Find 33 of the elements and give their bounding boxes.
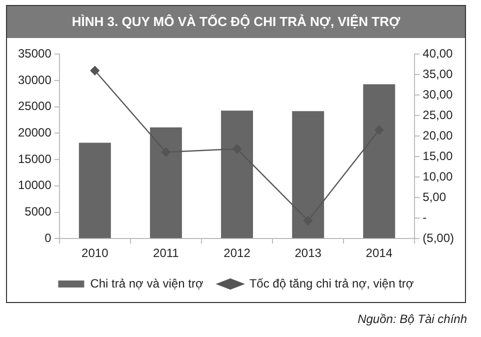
y-tick-label: 30000 <box>18 72 52 87</box>
y2-tick-label: 40,00 <box>422 46 454 61</box>
y-tick-label: 5000 <box>24 204 52 219</box>
bar <box>78 142 111 238</box>
x-tick-label: 2010 <box>82 246 109 260</box>
bar <box>150 127 182 238</box>
chart-title: HÌNH 3. QUY MÔ VÀ TỐC ĐỘ CHI TRẢ NỢ, VIỆN TRỢ <box>7 6 465 38</box>
text: Nguồn: Bộ Tài chính <box>358 312 467 326</box>
x-tick-label: 2013 <box>294 246 322 260</box>
bar <box>221 110 253 238</box>
x-tick-label: 2014 <box>366 246 393 260</box>
x-tick-label: 2011 <box>153 246 180 260</box>
y2-tick-label: 10,00 <box>422 169 454 184</box>
y2-tick-label: 35,00 <box>422 67 454 81</box>
y-tick-label: 15000 <box>18 152 52 166</box>
y2-tick-label: - <box>422 210 427 224</box>
y-tick-label: 25000 <box>18 99 52 114</box>
y-tick-label: 35000 <box>18 46 52 61</box>
y2-tick-label: 25,00 <box>422 108 454 122</box>
point <box>90 66 100 76</box>
y-tick-label: 0 <box>44 230 52 245</box>
y2-tick-label: 20,00 <box>422 128 454 142</box>
bar <box>292 111 324 238</box>
y2-tick-label: 30,00 <box>422 87 454 102</box>
legend-label: Chi trả nợ và viện trợ <box>90 276 204 290</box>
y2-tick-label: 15,00 <box>422 148 454 163</box>
bar <box>363 84 396 238</box>
y-tick-label: 20000 <box>18 126 52 140</box>
y-tick-label: 10000 <box>18 178 52 192</box>
y2-tick-label: (5,00) <box>422 230 454 245</box>
y2-tick-label: 5,00 <box>422 190 446 204</box>
x-tick-label: 2012 <box>224 246 251 260</box>
legend-label: Tốc độ tăng chi trả nợ, viện trợ <box>249 276 414 290</box>
